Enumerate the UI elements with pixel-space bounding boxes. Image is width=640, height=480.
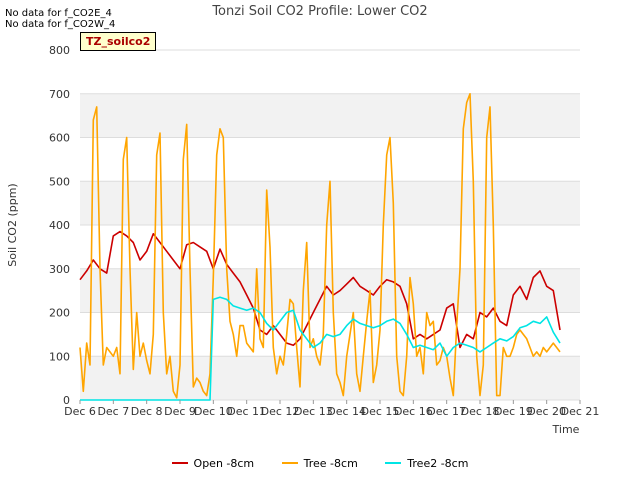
- y-tick-label: 700: [49, 88, 70, 101]
- y-tick-label: 0: [63, 394, 70, 407]
- x-tick-label: Dec 14: [327, 405, 366, 418]
- x-tick-label: Dec 15: [361, 405, 400, 418]
- series-line-1: [79, 93, 561, 399]
- x-tick-label: Dec 21: [561, 405, 600, 418]
- legend-label-tree2: Tree2 -8cm: [407, 456, 469, 470]
- legend-label-open: Open -8cm: [193, 456, 255, 470]
- axes: 0 100 200 300 400 500 600 700 800 Dec 6 Dec 7 Dec 8…: [49, 44, 599, 418]
- legend-item-tree2: Tree2 -8cm: [385, 457, 468, 470]
- x-tick-label: Dec 16: [394, 405, 433, 418]
- x-tick-label: Dec 12: [261, 405, 300, 418]
- y-tick-label: 500: [49, 175, 70, 188]
- y-tick-label: 800: [49, 44, 70, 57]
- legend-item-tree: Tree -8cm: [281, 456, 358, 470]
- chart-title: Tonzi Soil CO2 Profile: Lower CO2: [211, 4, 427, 19]
- y-tick-label: 600: [49, 132, 70, 145]
- plot-band: [80, 93, 580, 138]
- legend-swatch-tree2: [385, 462, 402, 464]
- x-axis-label: Time: [552, 423, 580, 436]
- x-tick-label: Dec 20: [527, 405, 566, 418]
- no-data-note-2: No data for f_CO2W_4: [5, 19, 116, 30]
- x-tick-label: Dec 10: [194, 405, 233, 418]
- legend-swatch-tree: [281, 462, 298, 464]
- legend-swatch-open: [171, 462, 188, 464]
- x-tick-label: Dec 18: [461, 405, 500, 418]
- series-layer: [79, 93, 561, 401]
- y-tick-label: 200: [49, 307, 70, 320]
- x-tick-label: Dec 17: [427, 405, 466, 418]
- y-axis-label: Soil CO2 (ppm): [6, 183, 19, 266]
- x-tick-label: Dec 11: [227, 405, 266, 418]
- x-tick-label: Dec 7: [97, 405, 129, 418]
- x-tick-label: Dec 8: [131, 405, 163, 418]
- no-data-note-1: No data for f_CO2E_4: [5, 8, 112, 19]
- x-tick-label: Dec 9: [164, 405, 196, 418]
- y-tick-label: 400: [49, 219, 70, 232]
- plot-band: [80, 356, 580, 400]
- legend-item-open: Open -8cm: [171, 456, 255, 470]
- x-tick-label: Dec 13: [294, 405, 333, 418]
- y-tick-label: 300: [49, 263, 70, 276]
- x-tick-label: Dec 19: [494, 405, 533, 418]
- series-line-0: [79, 230, 561, 349]
- x-tick-label: Dec 6: [64, 405, 96, 418]
- legend: Open -8cm Tree -8cm Tree2 -8cm: [0, 454, 640, 470]
- legend-label-tree: Tree -8cm: [303, 456, 358, 470]
- site-badge: TZ_soilco2: [80, 32, 157, 51]
- y-tick-label: 100: [49, 350, 70, 363]
- series-line-2: [80, 296, 561, 401]
